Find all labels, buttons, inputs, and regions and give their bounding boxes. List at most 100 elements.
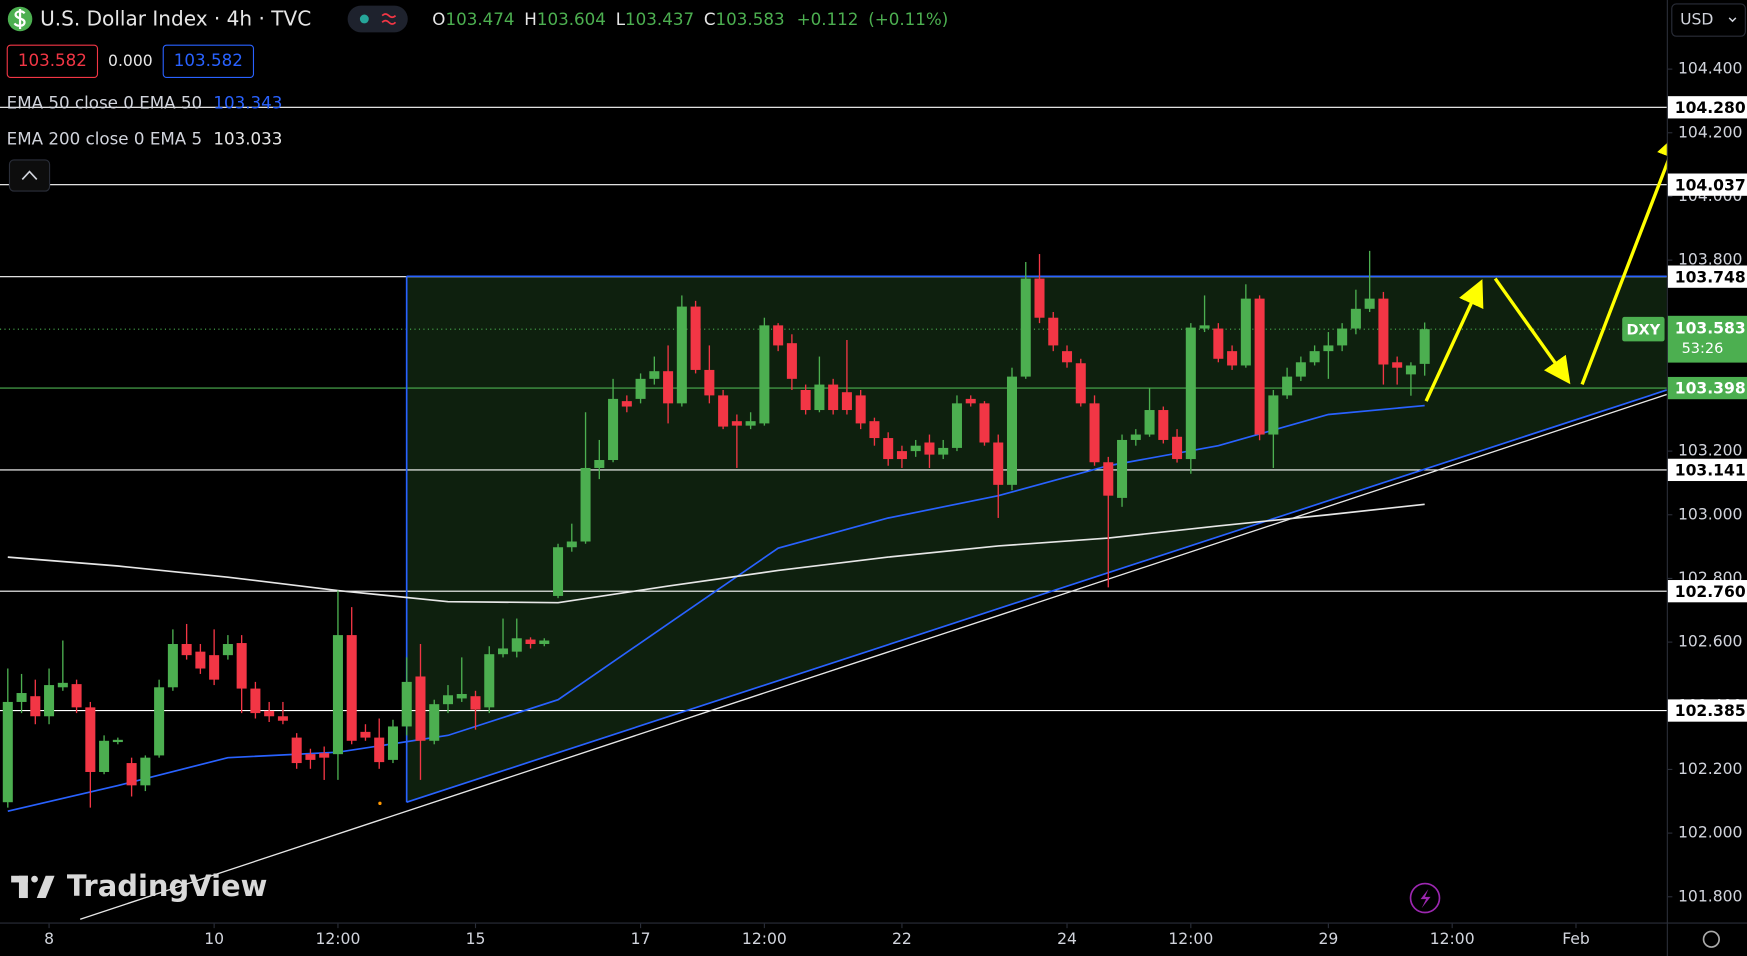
ohlc-value: 103.474: [445, 9, 514, 29]
candle-body: [71, 684, 82, 708]
last-price-tag: [1667, 315, 1747, 363]
ohlc-letter: H: [524, 9, 537, 29]
status-pill[interactable]: [347, 5, 408, 33]
candle-body: [594, 460, 605, 468]
candle-body: [1392, 362, 1403, 368]
candle-body: [1213, 328, 1224, 359]
x-tick-label: 12:00: [1168, 930, 1213, 948]
watermark-logo: [11, 875, 55, 899]
candle-body: [566, 541, 577, 548]
change-percent: (+0.11%): [868, 9, 948, 29]
symbol-tag-label: DXY: [1627, 322, 1661, 338]
symbol-tag: [1622, 316, 1665, 342]
candle-body: [1323, 345, 1334, 352]
forecast-arrows: [1424, 131, 1683, 402]
candle-body: [250, 688, 261, 714]
arrow: [1580, 131, 1683, 386]
candle-body: [663, 371, 674, 404]
candle-body: [979, 403, 990, 443]
candle-body: [442, 695, 454, 705]
candle-body: [291, 737, 302, 764]
candle-body: [429, 704, 440, 741]
collapse-button[interactable]: [8, 159, 51, 192]
settings-icon[interactable]: [1702, 930, 1720, 948]
alert-icon[interactable]: [1409, 882, 1441, 914]
logo-part: [31, 875, 38, 883]
currency: USD: [1680, 11, 1713, 29]
indicator-value: 103.033: [213, 128, 282, 148]
level-tag: [1667, 265, 1747, 288]
x-tick-label: 8: [44, 930, 54, 948]
candle-body: [924, 442, 935, 455]
candle-body: [16, 693, 27, 702]
candle-body: [456, 693, 467, 699]
x-tick-label: Feb: [1562, 930, 1590, 948]
candle-body: [1268, 395, 1279, 435]
candle-body: [690, 306, 701, 370]
indicator-line: [7, 404, 1425, 812]
candle-body: [1282, 376, 1293, 396]
ohlc-value: 103.583: [716, 9, 785, 29]
y-tick-label: 104.400: [1678, 60, 1742, 78]
currency-select[interactable]: [1671, 3, 1746, 37]
level-label: 104.037: [1675, 176, 1746, 194]
candle-body: [951, 403, 962, 448]
candle-body: [140, 757, 151, 786]
candle-body: [1103, 462, 1114, 496]
candle-body: [1185, 327, 1196, 460]
trendline: [80, 393, 1667, 920]
candle-body: [704, 369, 715, 396]
indicator-legend: EMA 50 close 0 EMA 50 103.343: [7, 92, 283, 112]
candle-body: [841, 392, 852, 411]
candle-body: [938, 447, 949, 455]
change: +0.112: [797, 9, 859, 29]
logo-part: [18, 875, 28, 899]
candle-body: [30, 696, 41, 717]
ohlc-letter: C: [704, 9, 716, 29]
candle-body: [484, 654, 495, 708]
y-tick-label: 103.200: [1678, 442, 1742, 460]
candle-body: [539, 640, 550, 645]
candle-body: [209, 655, 220, 680]
last-price-label: 103.583: [1675, 320, 1746, 338]
level-label: 102.760: [1675, 583, 1746, 601]
candle-body: [869, 421, 880, 439]
sell-button[interactable]: [6, 44, 99, 79]
candle-body: [1144, 410, 1155, 435]
candle-body: [1405, 365, 1416, 375]
candle-body: [1364, 298, 1375, 309]
candle-body: [1006, 376, 1018, 485]
x-tick-label: 12:00: [315, 930, 360, 948]
ohlc-letter: O: [432, 9, 445, 29]
price-tags: 104.280 104.037 103.748 103.398 103.141 102.7…: [1622, 96, 1747, 722]
candle-body: [167, 644, 178, 688]
candle-body: [181, 644, 192, 656]
y-tick-label: 101.800: [1678, 887, 1742, 905]
candle-body: [676, 306, 687, 404]
buy-price: 103.582: [174, 50, 243, 70]
x-tick-label: 22: [892, 930, 912, 948]
ohlc-legend: O103.474 H103.604 L103.437 C103.583 +0.1…: [432, 9, 948, 29]
candle-body: [814, 384, 825, 411]
candle-body: [2, 701, 13, 803]
candle-body: [1075, 363, 1086, 404]
candle-body: [896, 451, 907, 460]
candle-body: [277, 716, 288, 721]
watermark: TradingView: [67, 869, 268, 903]
candle-body: [1227, 351, 1238, 366]
y-tick-label: 102.200: [1678, 760, 1742, 778]
candle-body: [1419, 329, 1430, 364]
candle-body: [1309, 351, 1320, 363]
symbol-title: U.S. Dollar Index · 4h · TVC: [40, 7, 311, 31]
candle-body: [745, 421, 756, 426]
candle-body: [1089, 403, 1100, 463]
candle-body: [154, 687, 165, 756]
dropdown-icon: [1728, 17, 1737, 23]
chevron-icon: [21, 170, 38, 180]
logo-part: [36, 875, 55, 899]
candle-body: [85, 707, 96, 772]
candle-body: [635, 378, 646, 399]
buy-button[interactable]: [162, 44, 255, 79]
level-label: 102.385: [1675, 702, 1746, 720]
time-axis: [0, 923, 1668, 956]
